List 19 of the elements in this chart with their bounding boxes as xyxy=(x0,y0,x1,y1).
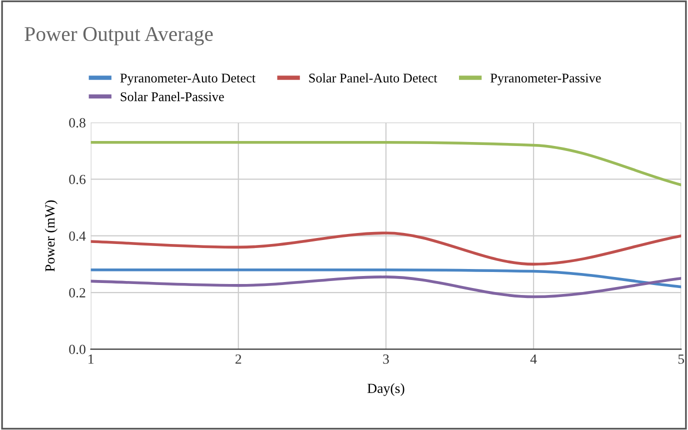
y-tick-label: 0.4 xyxy=(69,231,86,241)
x-axis-title: Day(s) xyxy=(367,383,404,396)
chart-title: Power Output Average xyxy=(24,27,213,46)
y-tick-label: 0.0 xyxy=(69,344,86,354)
legend-label: Pyranometer-Passive xyxy=(490,74,601,86)
x-tick-label: 4 xyxy=(530,354,537,364)
x-tick-label: 2 xyxy=(236,354,242,364)
y-tick-label: 0.8 xyxy=(69,118,86,128)
legend-label: Solar Panel-Auto Detect xyxy=(309,73,438,83)
y-axis-title: Power (mW) xyxy=(44,200,58,272)
y-tick-label: 0.2 xyxy=(69,288,86,298)
y-tick-label: 0.6 xyxy=(69,174,86,184)
x-tick-label: 3 xyxy=(383,354,389,364)
legend-label: Solar Panel-Passive xyxy=(120,92,224,102)
line-series xyxy=(90,276,682,298)
line-series xyxy=(90,232,682,266)
x-tick-label: 1 xyxy=(88,354,94,364)
legend-label: Pyranometer-Auto Detect xyxy=(120,74,256,86)
x-tick-label: 5 xyxy=(678,354,684,364)
